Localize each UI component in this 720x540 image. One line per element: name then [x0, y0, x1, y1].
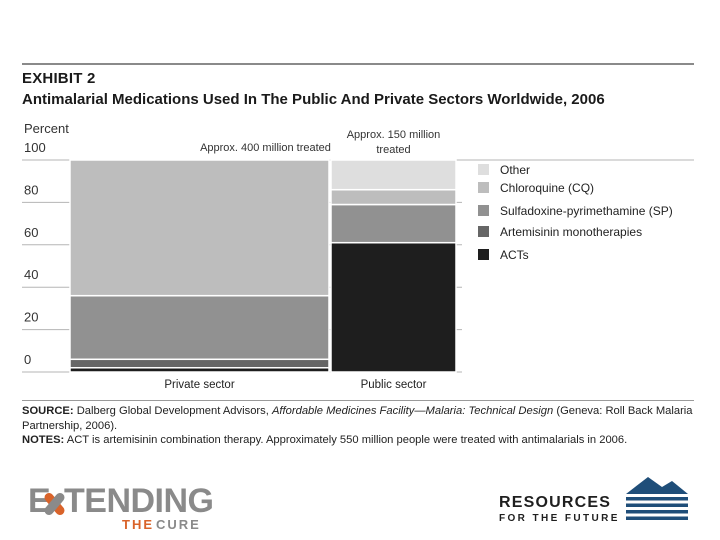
- logo-right-line2: FOR THE FUTURE: [499, 513, 620, 524]
- stacked-bar-chart: 0 20 40 60 80 100 Percent Approx. 400 million …: [22, 121, 694, 391]
- bar-segment-sulfadoxine-pyrimethamine-sp-: [330, 203, 457, 244]
- legend-label: ACTs: [500, 248, 529, 262]
- bar-segment-chloroquine-cq-: [330, 188, 457, 206]
- logo-right-line1: RESOURCES: [499, 494, 611, 511]
- bar-segment-acts: [330, 241, 457, 373]
- logo-left-the: THE: [122, 517, 154, 532]
- exhibit-label: EXHIBIT 2: [22, 70, 96, 87]
- y-tick-label: 0: [24, 352, 31, 367]
- bar-segment-artemisinin-monotherapies: [69, 358, 330, 369]
- source-post: (Geneva: Roll Back Malaria Partnership, …: [22, 405, 693, 432]
- bar-annotation: Approx. 400 million treated: [200, 142, 331, 154]
- x-axis-label: Private sector: [164, 379, 234, 391]
- y-axis-label: Percent: [24, 121, 69, 136]
- legend-swatch: [478, 205, 489, 216]
- legend-label: Sulfadoxine-pyrimethamine (SP): [500, 204, 673, 218]
- legend-label: Other: [500, 163, 530, 177]
- source-line: SOURCE: Dalberg Global Development Advis…: [22, 404, 694, 433]
- legend-swatch: [478, 164, 489, 175]
- chart-title: Antimalarial Medications Used In The Pub…: [22, 91, 605, 108]
- legend-swatch: [478, 249, 489, 260]
- y-tick-label: 60: [24, 225, 38, 240]
- source-label: SOURCE:: [22, 405, 74, 417]
- bar-annotation: treated: [376, 144, 410, 156]
- logo-left-tending: TENDING: [64, 482, 214, 520]
- legend-label: Artemisinin monotherapies: [500, 225, 642, 239]
- legend-swatch: [478, 226, 489, 237]
- legend-label: Chloroquine (CQ): [500, 181, 594, 195]
- legend: Other Chloroquine (CQ) Sulfadoxine-pyrimet…: [462, 162, 694, 374]
- bars: [69, 159, 457, 373]
- legend-swatch: [478, 182, 489, 193]
- x-axis-label: Public sector: [361, 379, 427, 391]
- x-axis-labels: Private sector Public sector: [164, 379, 426, 391]
- y-tick-label: 80: [24, 182, 38, 197]
- notes-line: NOTES: ACT is artemisinin combination th…: [22, 433, 694, 448]
- source-italic: Affordable Medicines Facility—Malaria: T…: [271, 405, 554, 417]
- bar-segment-sulfadoxine-pyrimethamine-sp-: [69, 294, 330, 361]
- notes-text: ACT is artemisinin combination therapy. …: [64, 434, 628, 446]
- source-pre: Dalberg Global Development Advisors,: [73, 405, 272, 417]
- mountain-icon: [626, 477, 688, 520]
- bar-annotation: Approx. 150 million: [347, 129, 441, 141]
- y-tick-label: 40: [24, 267, 38, 282]
- bar-segment-other: [330, 159, 457, 191]
- y-tick-label: 100: [24, 140, 46, 155]
- pill-x-icon: [44, 492, 65, 516]
- source-notes: SOURCE: Dalberg Global Development Advis…: [22, 404, 694, 448]
- resources-for-the-future-logo: RESOURCES FOR THE FUTURE: [499, 477, 688, 524]
- source-rule: [22, 400, 694, 401]
- logo-left-cure: CURE: [156, 517, 201, 532]
- bar-annotations: Approx. 400 million treated Approx. 150 m…: [200, 129, 440, 156]
- legend-background: [462, 162, 694, 374]
- bar-segment-chloroquine-cq-: [69, 159, 330, 297]
- notes-label: NOTES:: [22, 434, 65, 446]
- top-rule: [22, 63, 694, 65]
- y-axis: 0 20 40 60 80 100 Percent: [24, 121, 69, 367]
- y-tick-label: 20: [24, 310, 38, 325]
- extending-the-cure-logo: E TENDING THE CURE: [28, 482, 214, 532]
